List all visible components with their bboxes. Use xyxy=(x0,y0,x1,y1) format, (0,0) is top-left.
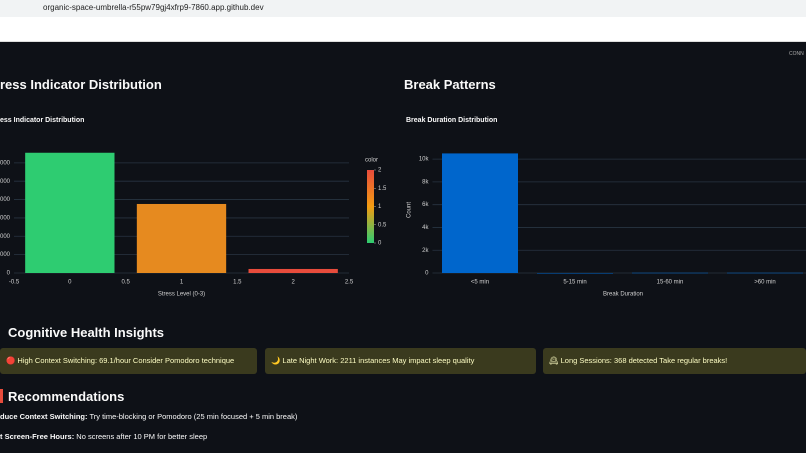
insight-card: 🌙 Late Night Work: 2211 instances May im… xyxy=(265,348,536,374)
y-tick-label: 5000 xyxy=(0,179,11,185)
x-tick-label: 0.5 xyxy=(121,280,130,286)
y-tick-label: 8k xyxy=(422,179,429,185)
section-heading: ress Indicator Distribution xyxy=(0,77,162,92)
x-axis-label: Stress Level (0-3) xyxy=(158,292,205,298)
y-axis-label: Count xyxy=(407,202,413,218)
x-tick-label: >60 min xyxy=(754,280,776,286)
bar xyxy=(25,152,115,273)
x-axis-label: Break Duration xyxy=(603,292,643,298)
chart-title: Break Duration Distribution xyxy=(406,117,497,124)
bar xyxy=(632,272,708,274)
section-heading: Recommendations xyxy=(8,389,125,404)
bar xyxy=(537,273,613,274)
y-tick-label: 0 xyxy=(7,271,11,277)
x-tick-label: 1.5 xyxy=(233,280,242,286)
insight-card: 🔴 High Context Switching: 69.1/hour Cons… xyxy=(0,348,257,374)
y-tick-label: 10k xyxy=(419,157,430,163)
y-tick-label: 4000 xyxy=(0,197,11,203)
status: CONN xyxy=(789,51,804,57)
bar xyxy=(442,153,518,273)
colorbar xyxy=(367,170,374,243)
y-tick-label: 4k xyxy=(422,225,429,231)
y-tick-label: 0 xyxy=(425,271,429,277)
x-tick-label: 5-15 min xyxy=(563,280,586,286)
rec-text: No screens after 10 PM for better sleep xyxy=(74,432,208,441)
rec-label: t Screen-Free Hours: xyxy=(0,432,75,441)
bar xyxy=(727,272,803,274)
bar xyxy=(136,203,227,273)
x-tick-label: -0.5 xyxy=(9,280,20,286)
section-heading: Break Patterns xyxy=(404,77,496,92)
url[interactable]: organic-space-umbrella-r55pw79gj4xfrp9-7… xyxy=(43,3,264,12)
y-tick-label: 3000 xyxy=(0,216,11,222)
icon xyxy=(0,389,3,403)
colorbar-tick-label: 0.5 xyxy=(378,222,387,228)
x-tick-label: 1 xyxy=(180,280,184,286)
x-tick-label: 2 xyxy=(291,280,295,286)
colorbar-title: color xyxy=(365,158,378,164)
y-tick-label: 6000 xyxy=(0,160,11,166)
rec-label: duce Context Switching: xyxy=(0,412,88,421)
x-tick-label: 2.5 xyxy=(345,280,354,286)
colorbar-tick-label: 2 xyxy=(378,168,382,174)
x-tick-label: 15-60 min xyxy=(657,280,684,286)
x-tick-label: <5 min xyxy=(471,280,489,286)
bar xyxy=(248,268,338,273)
x-tick-label: 0 xyxy=(68,280,72,286)
recommendation: duce Context Switching: Try time-blockin… xyxy=(0,412,297,421)
section-heading: Cognitive Health Insights xyxy=(8,325,165,340)
insight-card: 🕰 Long Sessions: 368 detected Take regul… xyxy=(543,348,806,374)
address-bar xyxy=(0,0,806,17)
chart-title: ess Indicator Distribution xyxy=(0,117,84,124)
bookmarks-bar xyxy=(0,17,806,42)
colorbar-tick-label: 0 xyxy=(378,241,382,247)
recommendation: t Screen-Free Hours: No screens after 10… xyxy=(0,432,207,441)
y-tick-label: 6k xyxy=(422,202,429,208)
colorbar-tick-label: 1 xyxy=(378,204,382,210)
y-tick-label: 1000 xyxy=(0,252,11,258)
y-tick-label: 2k xyxy=(422,248,429,254)
colorbar-tick-label: 1.5 xyxy=(378,186,387,192)
y-tick-label: 2000 xyxy=(0,234,11,240)
rec-text: Try time-blocking or Pomodoro (25 min fo… xyxy=(87,412,298,421)
